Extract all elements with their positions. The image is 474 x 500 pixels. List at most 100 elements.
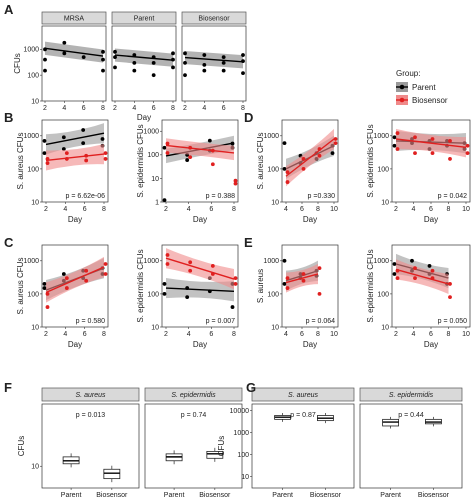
data-point	[413, 135, 417, 140]
y-tick-label: 1000	[143, 258, 159, 265]
x-tick-label: 6	[83, 206, 87, 213]
x-tick-label: 8	[171, 105, 175, 112]
facet-strip-label: Biosensor	[198, 16, 230, 23]
x-tick-label: 2	[164, 206, 168, 213]
data-point	[103, 272, 108, 276]
data-point	[410, 258, 414, 263]
plot-area	[41, 403, 140, 489]
legend-label-biosensor: Biosensor	[412, 96, 448, 105]
fit-line-biosensor	[285, 138, 335, 177]
data-point	[45, 157, 50, 161]
y-tick-label: 1000	[23, 47, 39, 54]
data-point	[162, 282, 167, 286]
panel-label: D	[244, 110, 253, 125]
data-point	[188, 145, 193, 150]
x-tick-label: 8	[316, 331, 320, 338]
data-point	[171, 57, 175, 62]
x-tick-label: 6	[82, 105, 86, 112]
x-tick-label: 6	[300, 206, 304, 213]
facet-strip-label: S. aureus	[76, 392, 106, 399]
data-point	[151, 60, 156, 65]
x-axis-title: Day	[137, 113, 151, 122]
data-point	[171, 51, 175, 56]
x-tick-label: 8	[316, 206, 320, 213]
x-tick-label: Parent	[380, 492, 401, 499]
data-point	[171, 65, 175, 70]
data-point	[101, 57, 105, 62]
data-point	[103, 262, 108, 266]
data-point	[430, 137, 435, 141]
panel-c2: 10 100 1000 2 4 6 8 Day S. epidermidis CFUs p = 0…	[136, 244, 239, 349]
x-tick-label: 4	[187, 206, 191, 213]
x-axis-title: Day	[424, 340, 438, 349]
data-point	[448, 282, 452, 286]
y-axis-title: S. aureus CFUs	[16, 258, 25, 315]
data-point	[165, 141, 170, 146]
y-tick-label: 10000	[230, 408, 250, 415]
x-tick-label: 2	[164, 331, 168, 338]
p-value-annotation: p = 0.007	[206, 318, 235, 325]
data-point	[101, 49, 105, 54]
fit-line-parent	[45, 132, 105, 146]
y-tick-label: 10	[271, 199, 279, 206]
x-tick-label: 6	[429, 206, 433, 213]
x-tick-label: 6	[429, 331, 433, 338]
data-point	[395, 276, 400, 281]
x-tick-label: 4	[63, 331, 67, 338]
data-point	[221, 68, 226, 73]
p-value-annotation: p = 0.042	[438, 193, 467, 200]
data-point	[413, 266, 417, 271]
y-tick-label: 10	[381, 199, 389, 206]
x-tick-label: Biosensor	[199, 492, 231, 499]
x-tick-label: 6	[83, 331, 87, 338]
data-point	[233, 181, 238, 186]
data-point	[61, 272, 66, 276]
data-point	[413, 151, 417, 156]
data-point	[230, 305, 235, 309]
data-point	[81, 128, 86, 132]
data-point	[395, 131, 400, 136]
x-axis-title: Day	[68, 340, 82, 349]
data-point	[285, 180, 290, 184]
data-point	[392, 135, 397, 140]
data-point	[185, 286, 190, 290]
data-point	[62, 51, 67, 56]
facet-strip-label: S. epidermidis	[171, 392, 216, 399]
data-point	[162, 198, 167, 203]
y-tick-label: 1	[155, 199, 159, 206]
y-axis-title: S. epidermidis CFUs	[366, 249, 375, 322]
x-tick-label: 2	[394, 206, 398, 213]
p-value-annotation: p = 0.580	[76, 318, 105, 325]
data-point	[210, 264, 215, 268]
data-point	[45, 305, 50, 309]
data-point	[132, 60, 137, 65]
data-point	[43, 47, 47, 52]
panel-e2: 10 100 1000 2 4 6 8 10 Day S. epidermidis CFUs p =…	[366, 244, 471, 349]
y-tick-label: 100	[267, 166, 279, 173]
y-axis-title: CFUs	[17, 436, 26, 456]
y-tick-label: 100	[147, 291, 159, 298]
panel-label: A	[4, 2, 14, 17]
x-tick-label: 4	[284, 206, 288, 213]
x-tick-label: Parent	[164, 492, 185, 499]
data-point	[45, 291, 50, 296]
data-point	[42, 151, 47, 156]
data-point	[84, 278, 89, 283]
x-tick-label: 10	[330, 206, 338, 213]
data-point	[317, 147, 322, 151]
data-point	[183, 73, 187, 78]
fit-line-biosensor	[165, 144, 235, 154]
data-point	[330, 151, 335, 156]
x-tick-label: 4	[62, 105, 66, 112]
y-tick-label: 100	[377, 291, 389, 298]
data-point	[113, 49, 117, 54]
data-point	[42, 139, 47, 143]
x-tick-label: 8	[232, 331, 236, 338]
data-point	[151, 73, 156, 78]
data-point	[233, 276, 238, 281]
panel-b2: 1 10 100 1000 2 4 6 8 Day S. epidermidis CFUs p = …	[136, 119, 239, 224]
data-point	[43, 68, 47, 73]
data-point	[103, 151, 108, 156]
facet-strip-label: MRSA	[64, 16, 85, 23]
